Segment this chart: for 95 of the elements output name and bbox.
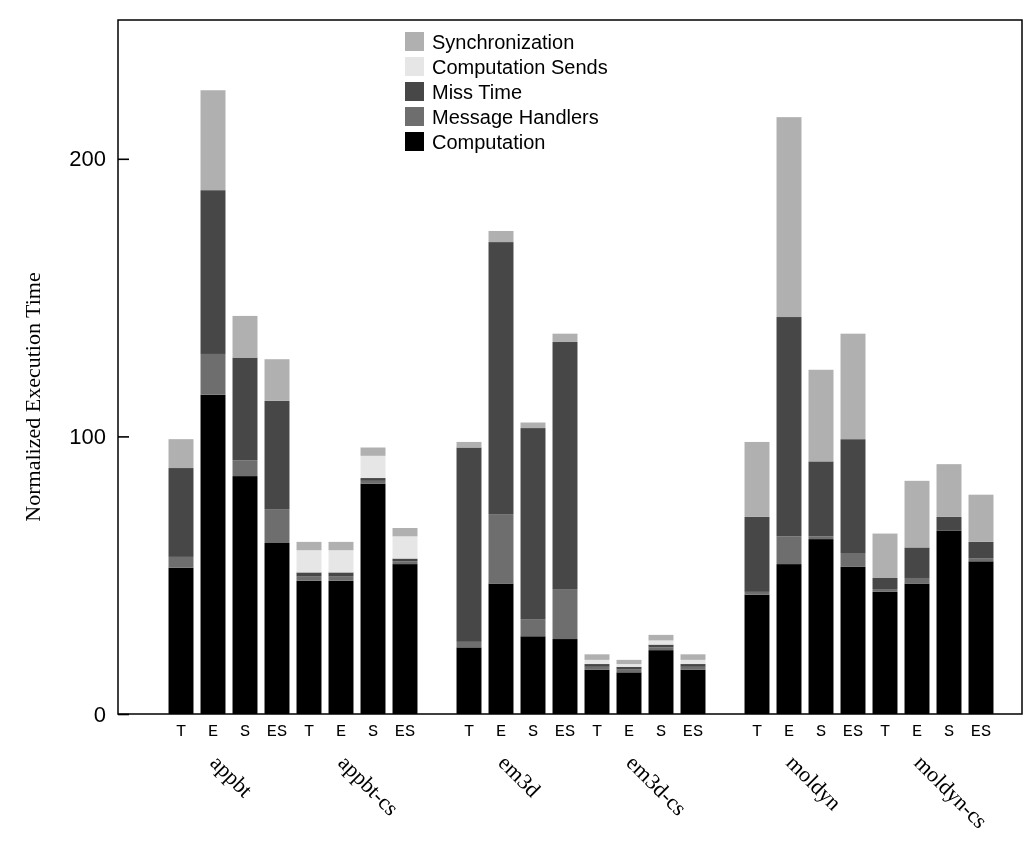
bar [744, 516, 770, 592]
bar [904, 547, 930, 578]
bar [168, 468, 194, 557]
bar [776, 536, 802, 565]
bar [168, 556, 194, 568]
bar [232, 357, 258, 461]
x-tick-label: ES [554, 722, 576, 741]
bar [616, 659, 642, 665]
y-tick-label: 0 [93, 701, 106, 727]
bar [808, 461, 834, 537]
bar [680, 659, 706, 665]
bar [296, 576, 322, 581]
bar [904, 480, 930, 548]
x-tick-label: E [207, 722, 219, 741]
bar [520, 619, 546, 637]
x-tick-label: ES [682, 722, 704, 741]
bar [520, 428, 546, 620]
x-tick-label: S [815, 722, 827, 741]
x-tick-label: S [527, 722, 539, 741]
x-tick-label: T [463, 722, 475, 741]
x-tick-label: E [783, 722, 795, 741]
bar [232, 315, 258, 358]
bar [808, 536, 834, 540]
bar [968, 494, 994, 542]
bar [296, 541, 322, 551]
bar [488, 514, 514, 584]
bar [840, 552, 866, 567]
bar [552, 333, 578, 343]
bar [552, 589, 578, 640]
bar [328, 572, 354, 577]
bar [552, 342, 578, 590]
x-tick-label: ES [842, 722, 864, 741]
bar [936, 516, 962, 531]
bar [392, 536, 418, 559]
bar [584, 659, 610, 665]
y-tick-label: 200 [69, 146, 106, 172]
bar [872, 533, 898, 578]
legend-label: Message Handlers [432, 106, 599, 128]
bar [264, 509, 290, 543]
bar [968, 541, 994, 559]
bar [328, 541, 354, 551]
bar [904, 577, 930, 584]
bar [680, 654, 706, 660]
bar [456, 447, 482, 642]
bar [264, 400, 290, 510]
legend-label: Miss Time [432, 81, 522, 103]
bar [328, 576, 354, 581]
x-tick-label: S [239, 722, 251, 741]
bar [936, 464, 962, 517]
x-tick-label: S [943, 722, 955, 741]
x-tick-label: E [623, 722, 635, 741]
bar [744, 441, 770, 517]
bar [296, 550, 322, 573]
x-tick-label: E [335, 722, 347, 741]
bar [872, 577, 898, 590]
bar [264, 359, 290, 401]
y-tick-label: 100 [69, 423, 106, 449]
bar [456, 441, 482, 448]
x-tick-label: ES [394, 722, 416, 741]
x-tick-label: T [175, 722, 187, 741]
bar [776, 117, 802, 318]
bar [296, 572, 322, 577]
legend-label: Computation [432, 131, 546, 153]
bar [872, 589, 898, 592]
bar [360, 455, 386, 479]
bar [392, 528, 418, 537]
bar [488, 230, 514, 243]
x-tick-label: T [591, 722, 603, 741]
bar [360, 447, 386, 456]
legend-label: Computation Sends [432, 56, 608, 78]
x-tick-label: T [751, 722, 763, 741]
bar [200, 90, 226, 191]
x-tick-label: T [303, 722, 315, 741]
x-tick-label: E [495, 722, 507, 741]
x-tick-label: T [879, 722, 891, 741]
bar [648, 640, 674, 645]
bar [200, 190, 226, 354]
x-tick-label: E [911, 722, 923, 741]
x-tick-label: ES [266, 722, 288, 741]
legend-label: Synchronization [432, 31, 575, 53]
x-tick-label: S [655, 722, 667, 741]
bar [808, 369, 834, 462]
bar [584, 654, 610, 660]
bar [488, 242, 514, 515]
x-tick-label: S [367, 722, 379, 741]
x-tick-label: ES [970, 722, 992, 741]
bar [200, 353, 226, 395]
bar [840, 439, 866, 553]
bar [232, 460, 258, 477]
bar [168, 439, 194, 469]
bar [744, 591, 770, 595]
bar [840, 333, 866, 440]
bar [776, 317, 802, 537]
y-axis-title: Normalized Execution Time [20, 272, 45, 522]
bar [328, 550, 354, 573]
